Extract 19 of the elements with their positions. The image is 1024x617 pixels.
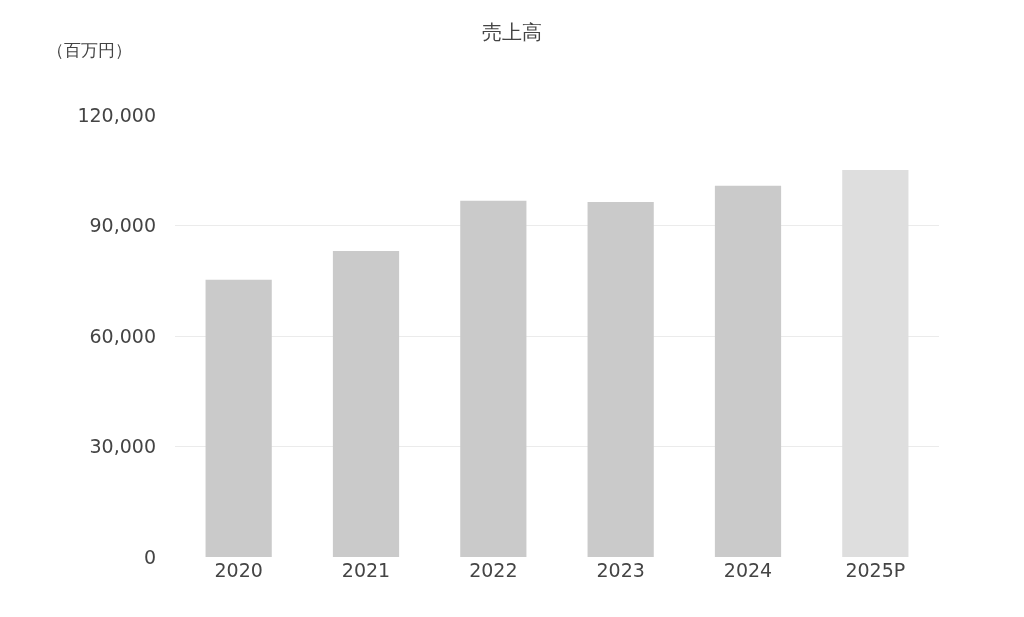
x-tick-label: 2022 [469,559,518,581]
y-tick-label: 90,000 [89,214,156,237]
bar [842,169,909,557]
x-tick-label: 2023 [596,559,645,581]
bar [587,201,654,557]
y-axis-title: （百万円） [47,40,132,60]
x-tick-label: 2025P [845,559,906,581]
bar [714,185,782,557]
y-tick-label: 0 [143,545,156,568]
x-tick-label: 2020 [214,559,263,581]
bar [460,200,527,557]
bar [332,250,400,557]
y-tick-label: 60,000 [89,324,156,347]
bar [205,279,272,557]
y-tick-label: 30,000 [89,435,156,458]
x-tick-label: 2024 [723,559,773,581]
x-tick-label: 2021 [341,559,391,581]
y-tick-label: 120,000 [77,103,156,126]
chart-title: 売上高 [482,19,542,44]
